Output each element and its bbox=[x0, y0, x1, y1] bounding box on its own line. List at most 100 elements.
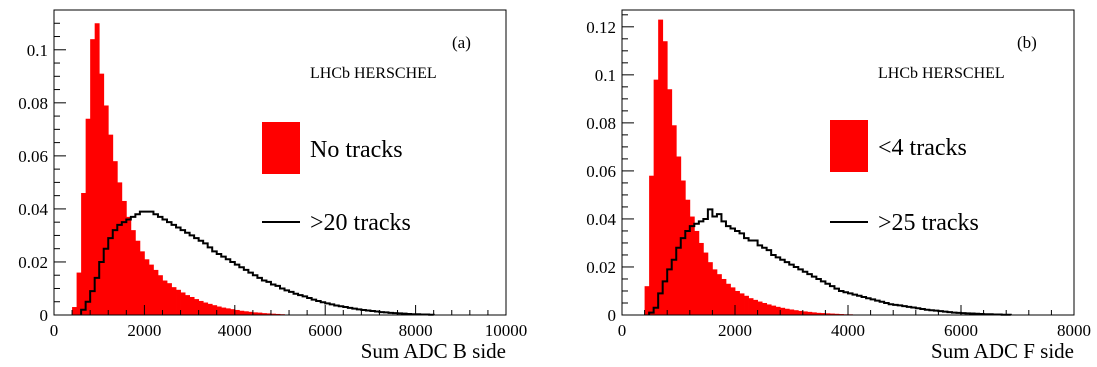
panel-b-chart: 0 2000 4000 6000 8000 0 0.02 0.04 0.06 0.08 0.1 0.1… bbox=[586, 9, 1091, 363]
panel-b-x-tick-label: 6000 bbox=[944, 321, 978, 340]
panel-a-hist-bar bbox=[135, 240, 141, 315]
panel-a-hist-bar bbox=[212, 305, 218, 315]
panel-b-hist-bar bbox=[780, 307, 786, 315]
panel-b-hist-bar bbox=[698, 242, 704, 315]
panel-b-hist-bar bbox=[735, 290, 740, 315]
panel-a-hist-bar bbox=[103, 105, 109, 315]
panel-a-hist-bar bbox=[94, 23, 100, 315]
panel-a-hist-bar bbox=[85, 118, 91, 316]
panel-a-hist-bar bbox=[171, 287, 177, 315]
panel-b-hist-bar bbox=[793, 310, 799, 315]
panel-a-hist-bar bbox=[234, 309, 240, 315]
panel-b-hist-bar bbox=[807, 311, 813, 315]
panel-b-hist-bar bbox=[748, 298, 754, 315]
panel-a-hist-bar bbox=[180, 292, 186, 315]
panel-a-legend-label-line: >20 tracks bbox=[310, 210, 411, 236]
panel-b-y-tick-label: 0 bbox=[608, 306, 617, 325]
panel-a-hist-bar bbox=[194, 299, 200, 315]
panel-a-hist-bar bbox=[239, 310, 245, 315]
panel-a-hist-bar bbox=[112, 161, 118, 315]
panel-a-hist-bar bbox=[198, 300, 204, 315]
panel-a-axis-ticks: 0 2000 4000 6000 8000 10000 0 0.02 0.04 0.06 0.08 0… bbox=[18, 9, 528, 340]
panel-b-hist-bar bbox=[694, 230, 700, 315]
panel-a-x-tick-label: 8000 bbox=[399, 321, 433, 340]
panel-b-hist-bar bbox=[829, 313, 835, 315]
panel-a-y-tick-label: 0.08 bbox=[18, 94, 48, 113]
panel-b-y-tick-label: 0.04 bbox=[586, 210, 616, 229]
panel-b-hist-bar bbox=[703, 252, 709, 315]
panel-a-hist-bar bbox=[126, 216, 132, 315]
panel-b-hist-bar bbox=[753, 299, 758, 315]
panel-b-y-tick-label: 0.06 bbox=[586, 162, 616, 181]
panel-a-plot-frame bbox=[53, 9, 507, 316]
panel-b-hist-bar bbox=[744, 295, 749, 315]
panel-a-hist-bar bbox=[221, 307, 227, 315]
panel-a-hist-bar bbox=[72, 307, 77, 315]
panel-b-hist-bar bbox=[725, 283, 731, 315]
panel-a-y-tick-label: 0.04 bbox=[18, 200, 48, 219]
panel-a-hist-bar bbox=[81, 193, 87, 315]
panel-b-hist-bar bbox=[730, 287, 736, 315]
panel-a-x-tick-label: 4000 bbox=[218, 321, 252, 340]
panel-a-hist-bar bbox=[76, 272, 82, 315]
panel-b-hist-bar bbox=[649, 175, 655, 315]
panel-a-hist-bar bbox=[270, 313, 276, 315]
panel-b-legend-label-filled: <4 tracks bbox=[878, 135, 967, 161]
panel-a-hist-bar bbox=[230, 309, 236, 315]
panel-a-y-tick-label: 0.06 bbox=[18, 147, 48, 166]
panel-a-legend-swatch-filled bbox=[262, 122, 300, 174]
panel-b-hist-bar bbox=[771, 305, 777, 315]
panel-a-x-tick-label: 0 bbox=[50, 321, 59, 340]
panel-b-x-tick-label: 0 bbox=[618, 321, 627, 340]
panel-b-hist-bar bbox=[658, 19, 664, 316]
panel-b-legend-label-line: >25 tracks bbox=[878, 210, 979, 236]
panel-b-filled-histogram bbox=[644, 19, 871, 316]
panel-a-hist-bar bbox=[243, 311, 249, 315]
panel-b-hist-bar bbox=[653, 79, 659, 316]
panel-a-hist-bar bbox=[216, 306, 222, 315]
panel-b-hist-bar bbox=[712, 269, 718, 315]
panel-a-y-tick-label: 0.1 bbox=[27, 41, 48, 60]
panel-a-hist-bar bbox=[130, 230, 136, 315]
panel-a-hist-bar bbox=[266, 313, 272, 315]
panel-b-hist-bar bbox=[816, 312, 822, 315]
panel-a-y-tick-label: 0 bbox=[40, 306, 49, 325]
panel-b-hist-bar bbox=[775, 306, 781, 315]
panel-b-hist-bar bbox=[676, 156, 682, 315]
panel-a-hist-bar bbox=[261, 313, 267, 315]
panel-a-y-tick-label: 0.02 bbox=[18, 253, 48, 272]
panel-a-hist-bar bbox=[252, 312, 258, 315]
panel-b-hist-bar bbox=[789, 309, 795, 315]
panel-a-hist-bar bbox=[185, 295, 190, 315]
panel-b-y-tick-label: 0.02 bbox=[586, 258, 616, 277]
panel-a-step-histogram bbox=[80, 210, 435, 316]
panel-b-hist-bar bbox=[716, 274, 722, 315]
panel-b-hist-bar bbox=[784, 308, 790, 315]
panel-a-hist-bar bbox=[90, 39, 96, 316]
panel-a-hist-bar bbox=[148, 264, 154, 315]
panel-b-legend-swatch-filled bbox=[830, 120, 868, 172]
panel-b-hist-bar bbox=[811, 312, 817, 315]
panel-b-hist-bar bbox=[644, 286, 650, 315]
panel-b-hist-bar bbox=[766, 304, 772, 315]
panel-b-hist-bar bbox=[757, 301, 763, 315]
panel-b-hist-bar bbox=[820, 313, 826, 315]
panel-a-hist-bar bbox=[162, 280, 168, 315]
panel-a-legend-label-filled: No tracks bbox=[310, 137, 403, 163]
panel-b-hist-bar bbox=[707, 262, 713, 315]
panel-b-hist-bar bbox=[671, 125, 677, 315]
panel-a-hist-bar bbox=[176, 289, 181, 315]
panel-b-hist-bar bbox=[680, 180, 686, 315]
panel-b-hist-bar bbox=[834, 313, 840, 315]
panel-b-axis-ticks: 0 2000 4000 6000 8000 0 0.02 0.04 0.06 0.08 0.1 0.1… bbox=[586, 14, 1091, 340]
panel-a-hist-bar bbox=[257, 312, 263, 315]
panel-a-chart: 0 2000 4000 6000 8000 10000 0 0.02 0.04 0.06 0.08 0… bbox=[18, 9, 528, 363]
panel-b-x-tick-label: 8000 bbox=[1057, 321, 1091, 340]
panel-a-hist-bar bbox=[153, 269, 159, 315]
panel-b-x-axis-title: Sum ADC F side bbox=[931, 339, 1074, 363]
panel-b-hist-bar bbox=[798, 310, 804, 315]
panel-a-hist-bar bbox=[207, 303, 213, 315]
panel-a-hist-bar bbox=[144, 259, 150, 315]
panel-a-x-tick-label: 10000 bbox=[485, 321, 528, 340]
panel-a-hist-bar bbox=[248, 311, 254, 315]
